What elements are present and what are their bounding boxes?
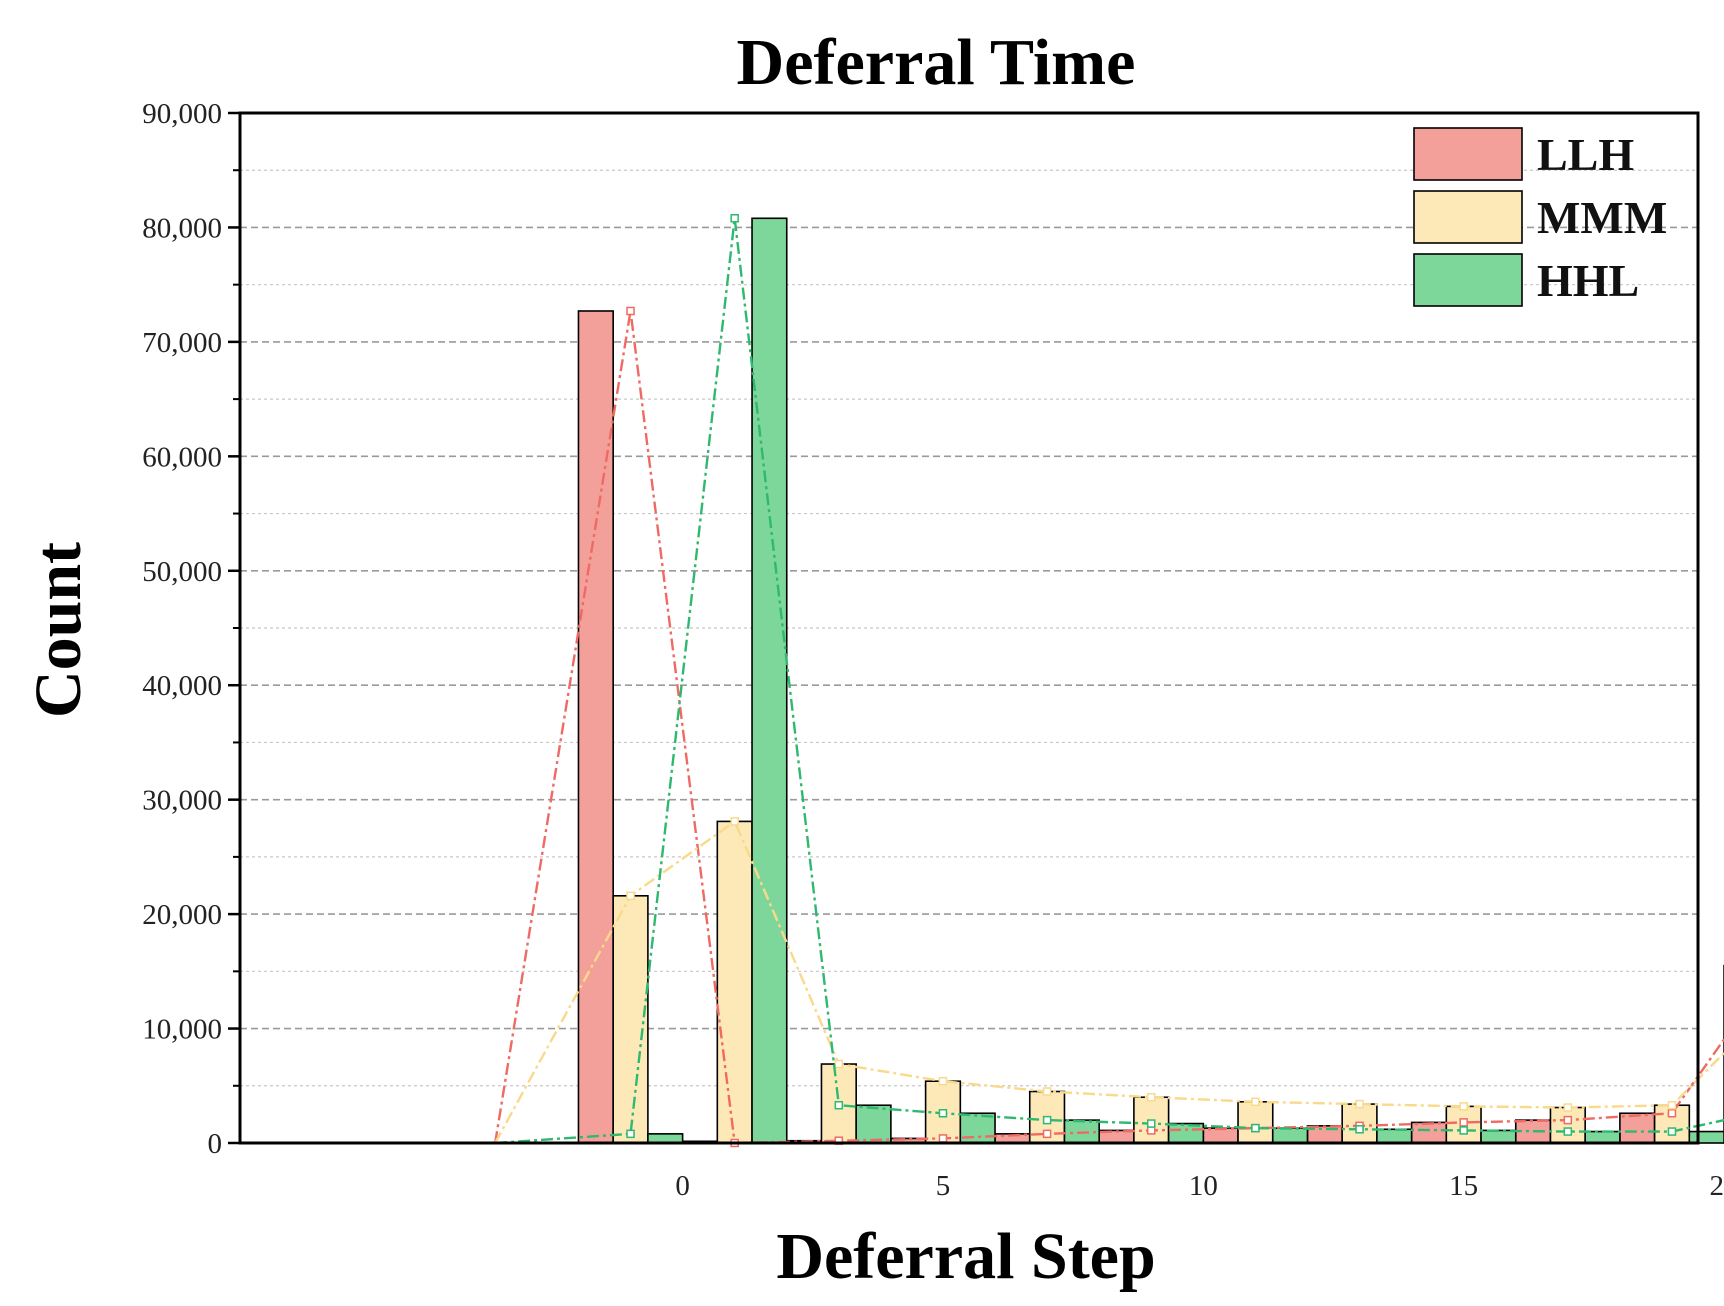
bar-hhl [1480,1129,1517,1144]
y-tick-label: 30,000 [142,785,222,817]
trend-marker-hhl [730,214,739,223]
trend-marker-hhl [626,1129,635,1139]
bar-mmm [1133,1096,1170,1144]
bar-llh [1202,1127,1239,1144]
trend-marker-mmm [834,1059,844,1069]
bar-llh [577,310,614,1144]
trend-marker-mmm [1042,1087,1052,1096]
trend-marker-hhl [1667,1127,1677,1136]
x-axis: 0 5 10 15 20 [675,1170,1724,1202]
trend-marker-mmm [1667,1100,1677,1110]
trend-marker-llh [626,306,635,316]
trend-marker-mmm [938,1076,948,1086]
x-tick-label: 10 [1189,1170,1218,1202]
bar-hhl [855,1104,892,1144]
y-axis: 0 10,000 20,000 30,000 40,000 50,000 60,000 70,… [142,98,240,1160]
trend-marker-mmm [730,817,739,826]
trend-marker-hhl [834,1100,844,1110]
trend-line-mmm [494,819,1724,1144]
grid-lines [240,169,1698,1087]
trend-marker-llh [1459,1118,1468,1127]
trend-marker-mmm [1355,1099,1364,1109]
y-tick-label: 90,000 [142,98,222,130]
trend-marker-llh [1667,1108,1677,1118]
trend-marker-mmm [1147,1092,1156,1102]
legend-label-hhl: HHL [1537,255,1639,306]
trend-lines [493,214,1724,1148]
legend-swatch-hhl [1413,253,1523,307]
y-tick-label: 40,000 [142,670,222,702]
y-tick-label: 60,000 [142,441,222,473]
y-tick-label: 50,000 [142,556,222,588]
x-axis-label: Deferral Step [776,1220,1155,1293]
x-tick-label: 15 [1449,1170,1478,1202]
trend-marker-llh [1563,1115,1573,1125]
trend-marker-mmm [626,891,635,901]
x-tick-label: 20 [1710,1170,1724,1202]
bar-llh [1619,1112,1656,1144]
chart-title: Deferral Time [737,26,1136,99]
bar-mmm [1549,1106,1586,1144]
legend: LLH MMM HHL [1413,127,1667,307]
trend-marker-hhl [1147,1119,1156,1128]
bar-mmm [1237,1101,1274,1144]
trend-marker-mmm [1459,1102,1468,1111]
trend-marker-hhl [1355,1125,1364,1134]
y-tick-label: 10,000 [142,1014,222,1046]
y-tick-label: 80,000 [142,212,222,244]
trend-marker-hhl [938,1108,948,1118]
trend-marker-mmm [1563,1103,1573,1112]
legend-label-mmm: MMM [1537,192,1667,243]
trend-marker-llh [1147,1126,1156,1135]
legend-swatch-mmm [1413,190,1523,244]
trend-marker-llh [938,1134,948,1143]
legend-label-llh: LLH [1537,129,1634,180]
bar-mmm [612,894,649,1144]
x-tick-label: 0 [675,1170,690,1202]
legend-swatch-llh [1413,127,1523,181]
trend-marker-mmm [1251,1097,1260,1107]
y-axis-label: Count [22,542,95,718]
bar-mmm [716,820,753,1144]
bar-hhl [1271,1127,1309,1144]
x-tick-label: 5 [936,1170,951,1202]
trend-marker-hhl [1563,1127,1573,1136]
bar-hhl [751,217,788,1144]
trend-marker-hhl [1251,1123,1260,1133]
trend-marker-llh [1042,1129,1052,1139]
bar-llh [1410,1121,1448,1144]
trend-line-hhl [495,218,1724,1145]
bar-hhl [1376,1128,1413,1144]
trend-marker-hhl [1042,1115,1052,1125]
trend-line-llh [493,310,1724,1145]
y-tick-label: 20,000 [142,899,222,931]
trend-marker-hhl [1459,1126,1468,1135]
bar-hhl [1584,1130,1621,1144]
y-tick-label: 70,000 [142,327,222,359]
bars [577,217,1724,1144]
bar-hhl [1688,1130,1724,1144]
y-tick-label: 0 [208,1128,223,1160]
